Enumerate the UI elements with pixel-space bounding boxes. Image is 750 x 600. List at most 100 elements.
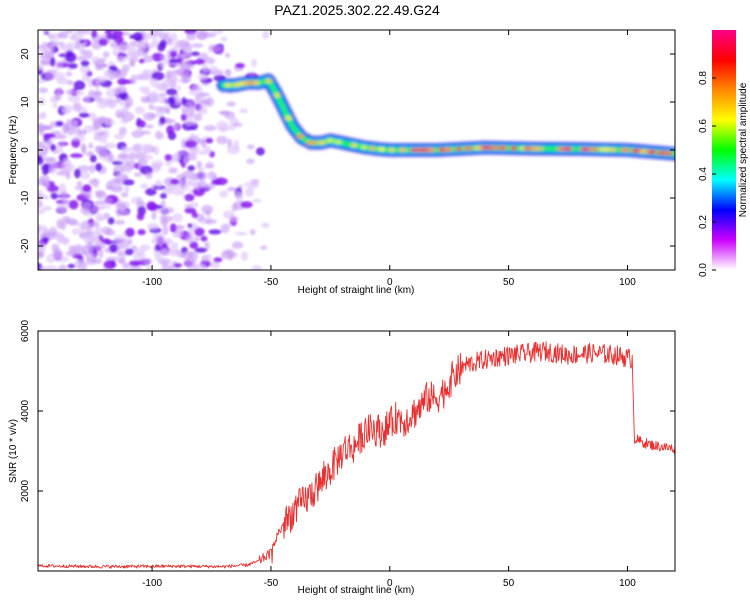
noise-blob: [67, 94, 81, 103]
noise-blob: [45, 265, 58, 270]
noise-blob: [209, 260, 220, 269]
noise-blob: [136, 47, 149, 57]
ridge-hotspot: [490, 145, 497, 150]
noise-blob: [68, 120, 78, 127]
noise-blob: [187, 223, 193, 228]
noise-blob: [223, 210, 235, 219]
noise-blob: [104, 142, 116, 149]
noise-blob: [207, 171, 216, 180]
noise-blob: [143, 258, 153, 265]
ridge-hotspot: [529, 146, 544, 151]
noise-blob: [157, 96, 169, 104]
noise-blob: [197, 180, 207, 189]
noise-blob: [168, 58, 180, 64]
noise-blob: [154, 145, 160, 156]
noise-blob: [38, 189, 43, 196]
noise-blob: [79, 171, 91, 180]
noise-blob: [117, 258, 126, 265]
noise-blob: [40, 60, 51, 66]
noise-blob: [58, 264, 68, 270]
noise-blob: [240, 251, 249, 261]
noise-blob: [149, 78, 159, 87]
noise-blob: [86, 241, 93, 251]
noise-blob: [42, 156, 56, 162]
noise-blob: [170, 50, 178, 58]
noise-blob: [228, 124, 236, 131]
noise-blob: [224, 223, 233, 228]
noise-blob: [68, 63, 78, 69]
noise-blob: [77, 165, 90, 172]
noise-blob: [168, 167, 178, 174]
noise-blob: [117, 42, 131, 51]
spectrogram-y-tick-label: 0: [20, 147, 31, 153]
noise-blob: [95, 190, 107, 199]
noise-blob: [190, 51, 201, 56]
noise-blob: [161, 264, 174, 270]
noise-blob: [185, 234, 192, 240]
noise-blob: [184, 193, 195, 202]
snr-y-ticks: 2000 4000 6000: [20, 319, 675, 502]
ridge-hotspot: [443, 147, 454, 152]
noise-blob: [81, 144, 87, 154]
spectrogram-y-tick-label: -10: [20, 190, 31, 205]
noise-blob: [154, 243, 161, 252]
noise-blob: [94, 80, 100, 90]
noise-blob: [189, 241, 199, 249]
noise-blob: [124, 51, 138, 61]
noise-blob: [40, 111, 47, 118]
noise-blob: [80, 206, 90, 214]
noise-blob: [112, 30, 124, 38]
snr-y-tick-label: 4000: [20, 399, 31, 422]
noise-blob: [262, 30, 270, 40]
noise-blob: [148, 34, 158, 39]
noise-blob: [130, 74, 137, 85]
ridge-hotspot: [398, 148, 407, 152]
noise-blob: [126, 238, 133, 245]
ridge-hotspot: [561, 146, 573, 151]
noise-blob: [38, 224, 42, 234]
noise-blob: [201, 63, 209, 73]
noise-blob: [162, 225, 169, 236]
noise-blob: [165, 159, 172, 167]
noise-blob: [66, 42, 76, 52]
noise-blob: [116, 85, 128, 94]
noise-blob: [56, 171, 69, 176]
noise-blob: [87, 77, 94, 88]
noise-blob: [76, 55, 87, 61]
noise-blob: [72, 244, 85, 255]
ridge-hotspot: [253, 80, 260, 85]
noise-blob: [233, 139, 239, 150]
ridge-hotspot: [579, 147, 592, 152]
noise-blob: [62, 157, 71, 166]
noise-blob: [120, 192, 129, 198]
noise-blob: [224, 68, 232, 77]
snr-frame: [37, 330, 676, 572]
noise-blob: [176, 150, 187, 156]
spectrogram-y-ticks: -20 -10 0 10 20: [20, 48, 675, 253]
ridge-hotspot: [598, 147, 612, 152]
noise-blob: [148, 104, 154, 110]
noise-blob: [151, 211, 157, 220]
spectrogram-x-tick-label: 0: [387, 277, 393, 288]
noise-blob: [74, 168, 81, 179]
noise-blob: [82, 95, 91, 104]
noise-blob: [124, 185, 130, 193]
noise-blob: [78, 112, 90, 118]
noise-blob: [71, 136, 79, 141]
noise-blob: [146, 43, 155, 50]
snr-x-tick-label: 50: [503, 578, 515, 589]
noise-blob: [172, 124, 179, 130]
noise-blob: [107, 152, 114, 162]
noise-blob: [135, 126, 143, 135]
noise-blob: [46, 185, 59, 192]
noise-blob: [54, 87, 64, 95]
noise-blob: [159, 39, 167, 48]
noise-blob: [191, 43, 204, 48]
noise-blob: [41, 41, 48, 51]
noise-blob: [79, 64, 91, 74]
noise-blob: [184, 140, 198, 148]
colorbar-tick-label: 0.0: [698, 263, 709, 277]
noise-blob: [203, 32, 217, 38]
spectrogram-x-tick-label: -50: [264, 277, 279, 288]
noise-blob: [41, 236, 50, 243]
